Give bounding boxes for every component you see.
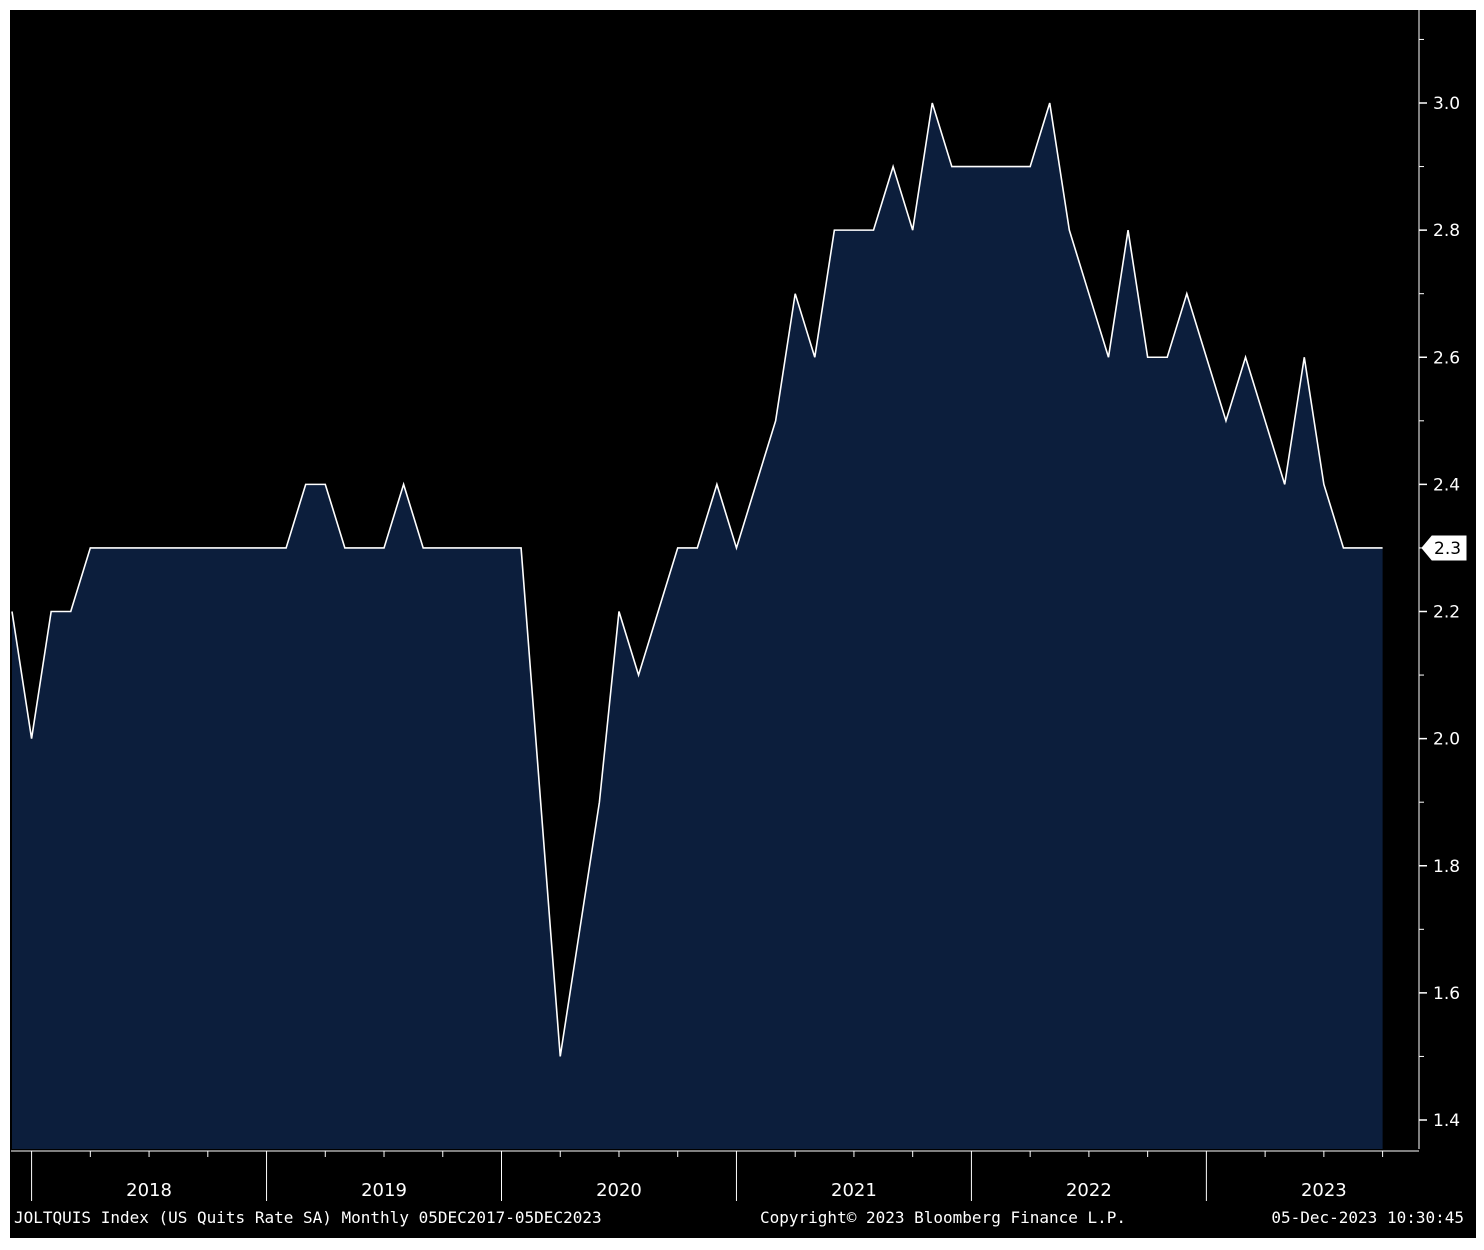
area-fill — [12, 103, 1383, 1149]
x-tick-label: 2021 — [831, 1180, 877, 1201]
footer: JOLTQUIS Index (US Quits Rate SA) Monthl… — [14, 1208, 1464, 1227]
x-tick-label: 2019 — [361, 1180, 407, 1201]
y-tick-label: 2.2 — [1433, 603, 1460, 623]
series-line — [11, 102, 1383, 1057]
footer-index-description: JOLTQUIS Index (US Quits Rate SA) Monthl… — [14, 1208, 602, 1227]
area-layer — [11, 102, 1383, 1149]
y-tick-label: 1.8 — [1433, 857, 1460, 877]
x-tick-label: 2023 — [1301, 1180, 1347, 1201]
last-value-tag — [1421, 535, 1467, 561]
axis-layer — [11, 10, 1420, 1152]
x-tick-label: 2022 — [1066, 1180, 1112, 1201]
footer-timestamp: 05-Dec-2023 10:30:45 — [1271, 1208, 1464, 1227]
y-tick-label: 1.4 — [1433, 1111, 1460, 1131]
x-tick-label: 2020 — [596, 1180, 642, 1201]
y-axis-ticks: 1.4 1.6 1.8 2.0 2.2 2.4 2.6 2.8 3.0 — [1419, 38, 1460, 1131]
y-tick-label: 2.4 — [1433, 475, 1460, 495]
x-tick-label: 2018 — [126, 1180, 172, 1201]
x-axis-ticks: 2018 2019 2020 2021 2022 2023 — [31, 1151, 1384, 1201]
y-tick-label: 2.0 — [1433, 730, 1460, 750]
last-value-label: 2.3 — [1434, 539, 1461, 559]
footer-copyright: Copyright© 2023 Bloomberg Finance L.P. — [760, 1208, 1126, 1227]
y-tick-label: 1.6 — [1433, 984, 1460, 1004]
y-tick-label: 2.8 — [1433, 221, 1460, 241]
last-value-marker: 2.3 — [1421, 535, 1467, 561]
y-tick-label: 2.6 — [1433, 348, 1460, 368]
y-tick-label: 3.0 — [1433, 94, 1460, 114]
